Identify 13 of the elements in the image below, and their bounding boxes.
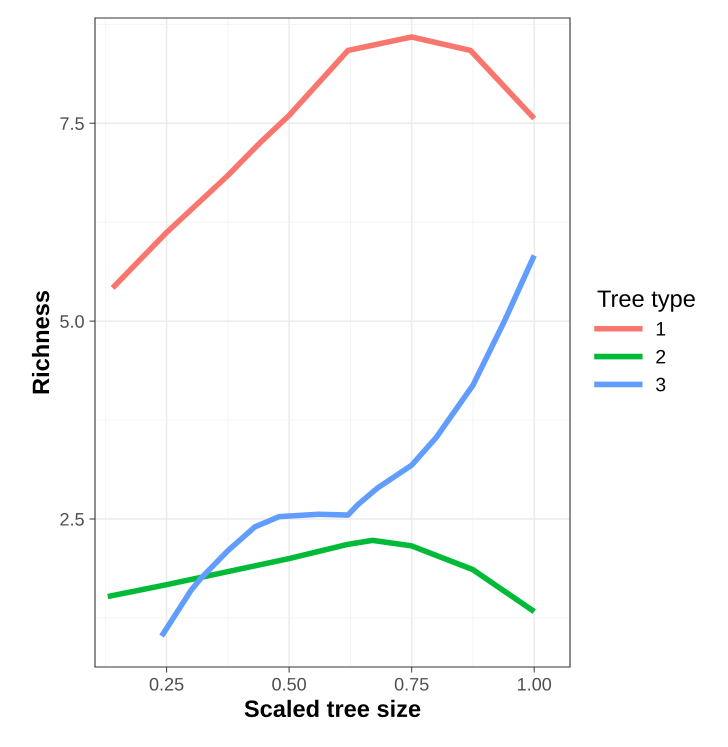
x-axis-title: Scaled tree size [244, 700, 420, 718]
y-tick-label: 5.0 [60, 315, 84, 328]
legend-title: Tree type [598, 290, 695, 312]
x-tick-label: 0.25 [150, 678, 184, 691]
x-tick-label: 0.50 [272, 678, 306, 691]
legend-label: 2 [656, 350, 666, 364]
y-tick-label: 7.5 [60, 117, 84, 130]
x-tick-label: 1.00 [518, 678, 552, 691]
legend-label: 3 [656, 378, 666, 392]
x-tick-label: 0.75 [394, 678, 428, 691]
y-axis-title: Richness [32, 290, 50, 394]
y-tick-label: 2.5 [60, 512, 84, 526]
legend-label: 1 [656, 322, 666, 336]
